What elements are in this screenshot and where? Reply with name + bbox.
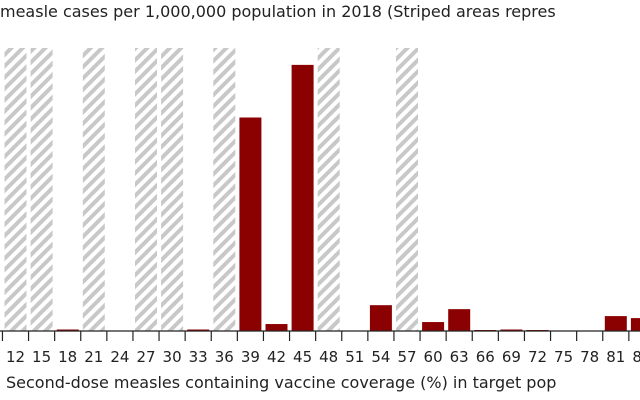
bar-39 <box>239 117 262 331</box>
chart-title: measle cases per 1,000,000 population in… <box>0 2 556 21</box>
x-tick-label-75: 75 <box>554 348 573 366</box>
striped-area-15 <box>30 48 53 331</box>
x-tick-label-72: 72 <box>528 348 547 366</box>
x-tick-label-21: 21 <box>84 348 103 366</box>
bar-54 <box>369 305 392 331</box>
bar-18 <box>56 329 79 331</box>
x-tick-label-12: 12 <box>6 348 25 366</box>
striped-area-12 <box>4 48 27 331</box>
x-tick-label-42: 42 <box>267 348 286 366</box>
x-tick-label-54: 54 <box>371 348 390 366</box>
bar-42 <box>265 324 288 331</box>
x-tick-label-39: 39 <box>241 348 260 366</box>
x-tick-label-48: 48 <box>319 348 338 366</box>
x-tick-label-27: 27 <box>136 348 155 366</box>
striped-area-36 <box>213 48 236 331</box>
striped-area-57 <box>396 48 418 331</box>
striped-area-48 <box>317 48 340 331</box>
x-tick-label-84: 84 <box>632 348 640 366</box>
x-tick-label-81: 81 <box>606 348 625 366</box>
x-tick-label-60: 60 <box>424 348 443 366</box>
x-tick-label-30: 30 <box>163 348 182 366</box>
bar-69 <box>500 329 523 331</box>
bar-45 <box>291 64 314 331</box>
x-tick-label-63: 63 <box>450 348 469 366</box>
bar-33 <box>187 329 210 331</box>
x-tick-label-51: 51 <box>345 348 364 366</box>
x-tick-label-57: 57 <box>397 348 416 366</box>
bar-84 <box>630 318 640 331</box>
x-tick-label-15: 15 <box>32 348 51 366</box>
striped-area-21 <box>82 48 105 331</box>
striped-area-27 <box>135 48 157 331</box>
bar-63 <box>448 309 471 331</box>
x-tick-label-18: 18 <box>58 348 77 366</box>
bar-81 <box>604 316 627 331</box>
x-tick-label-24: 24 <box>110 348 129 366</box>
x-tick-label-69: 69 <box>502 348 521 366</box>
x-tick-label-66: 66 <box>476 348 495 366</box>
x-tick-label-45: 45 <box>293 348 312 366</box>
x-axis-label: Second-dose measles containing vaccine c… <box>6 373 557 392</box>
x-tick-label-78: 78 <box>580 348 599 366</box>
striped-area-30 <box>161 48 184 331</box>
x-tick-label-36: 36 <box>215 348 234 366</box>
x-tick-label-33: 33 <box>189 348 208 366</box>
bar-60 <box>422 322 445 331</box>
